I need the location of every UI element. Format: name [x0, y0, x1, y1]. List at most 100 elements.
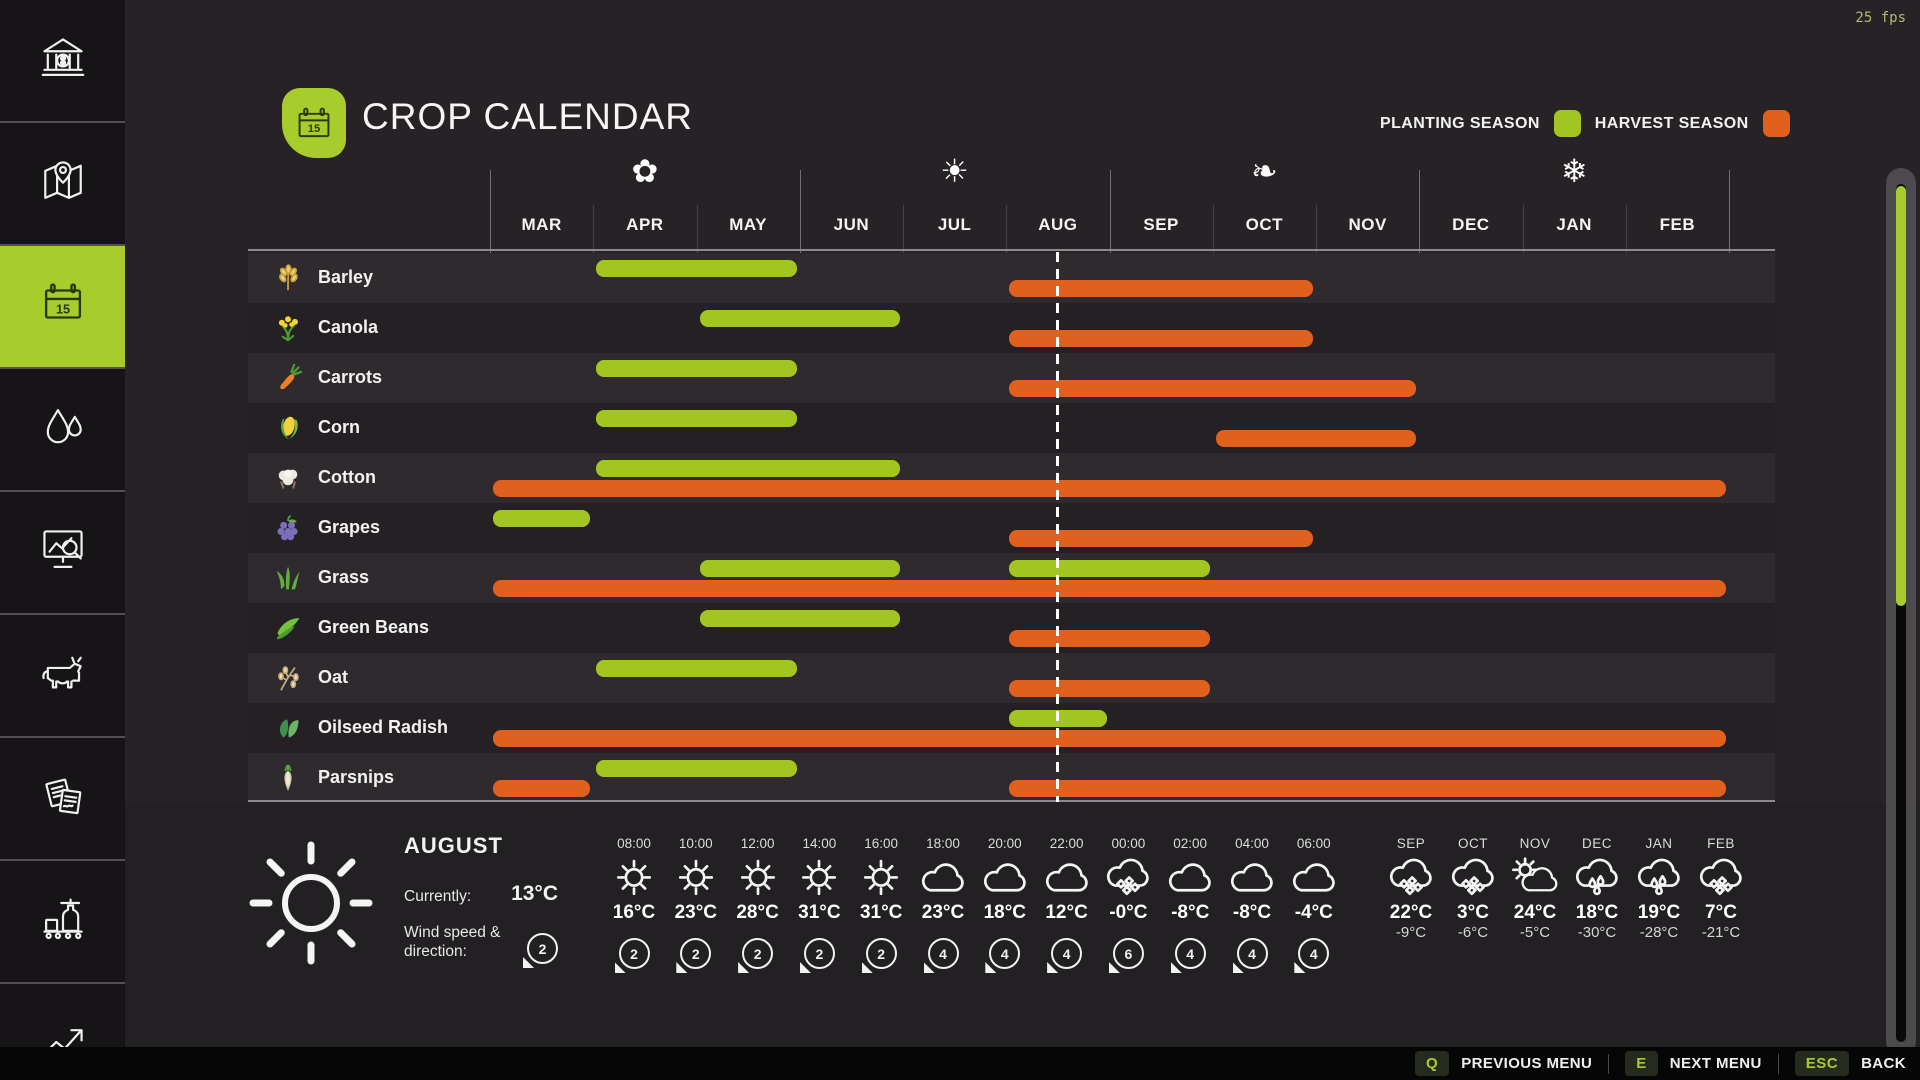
forecast-high-temp: 19°C — [1637, 902, 1681, 923]
autumn-icon: ❧ — [1250, 152, 1278, 190]
harvest-bar — [1009, 630, 1210, 647]
footer-bar: Q PREVIOUS MENU E NEXT MENU ESC BACK — [0, 1047, 1920, 1080]
cloud-icon — [1221, 854, 1283, 902]
month-label: JAN — [1556, 215, 1592, 234]
cloud-icon — [912, 854, 974, 902]
forecast-high-temp: 22°C — [1389, 902, 1433, 923]
rain-cloud-icon — [1566, 854, 1628, 902]
planting-bar — [699, 610, 900, 627]
forecast-low-temp: -5°C — [1519, 924, 1551, 941]
key-action-label: PREVIOUS MENU — [1461, 1055, 1593, 1072]
key-badge: ESC — [1794, 1051, 1850, 1076]
harvest-bar — [1009, 280, 1313, 297]
month-label: OCT — [1245, 215, 1284, 234]
planting-season-label: PLANTING SEASON — [1380, 114, 1540, 132]
forecast-time: 02:00 — [1173, 836, 1208, 851]
footer-divider — [1777, 1053, 1779, 1074]
oilseed-radish-icon — [274, 714, 302, 742]
weather-panel — [125, 802, 1920, 1047]
sidebar-item-production[interactable] — [0, 861, 125, 984]
crop-name: Green Beans — [318, 617, 430, 637]
forecast-time: 12:00 — [740, 836, 775, 851]
currently-label: Currently: — [404, 888, 472, 905]
forecast-high-temp: 18°C — [1575, 902, 1619, 923]
precipitation-icon — [36, 400, 90, 459]
forecast-temp: 23°C — [921, 902, 965, 923]
scrollbar-track[interactable] — [1896, 184, 1906, 1042]
wind-direction-icon: 2 — [799, 938, 835, 973]
cloud-icon — [1036, 854, 1098, 902]
crop-name: Barley — [318, 267, 374, 287]
sidebar-item-contracts[interactable] — [0, 738, 125, 861]
forecast-low-temp: -21°C — [1701, 924, 1741, 941]
harvest-bar — [493, 780, 591, 797]
sun-icon — [727, 854, 789, 902]
snow-cloud-icon — [1097, 854, 1159, 902]
crop-calendar-app-icon: 15 — [282, 88, 346, 158]
monthly-forecast: FEB 7°C -21°C — [1690, 836, 1752, 941]
monthly-forecast: SEP 22°C -9°C — [1380, 836, 1442, 941]
current-weather-sun-icon — [246, 838, 376, 968]
footer-divider — [1608, 1053, 1610, 1074]
current-wind-direction-icon: 2 — [523, 933, 558, 968]
monthly-forecast: OCT 3°C -6°C — [1442, 836, 1504, 941]
corn-icon — [274, 414, 302, 442]
forecast-low-temp: -6°C — [1457, 924, 1489, 941]
cotton-icon — [274, 464, 302, 492]
shortcut-previous-menu[interactable]: Q PREVIOUS MENU — [1415, 1051, 1592, 1076]
map-icon — [36, 154, 90, 213]
shortcut-next-menu[interactable]: E NEXT MENU — [1625, 1051, 1761, 1076]
forecast-month: NOV — [1519, 836, 1551, 851]
forecast-time: 10:00 — [678, 836, 713, 851]
hourly-forecast: 10:00 23°C 2 — [665, 836, 727, 973]
forecast-time: 00:00 — [1111, 836, 1146, 851]
sidebar-item-map[interactable] — [0, 123, 125, 246]
page-title: CROP CALENDAR — [362, 96, 694, 137]
sun-icon — [603, 854, 665, 902]
forecast-high-temp: 7°C — [1705, 902, 1737, 923]
planting-bar — [596, 360, 797, 377]
sidebar-item-animals[interactable] — [0, 615, 125, 738]
green-beans-icon — [274, 614, 302, 642]
forecast-time: 06:00 — [1296, 836, 1331, 851]
harvest-bar — [1009, 330, 1313, 347]
crop-name: Oilseed Radish — [318, 717, 449, 737]
month-label: NOV — [1348, 215, 1387, 234]
canola-icon — [274, 314, 302, 342]
planting-bar — [1009, 560, 1210, 577]
hourly-forecast: 14:00 31°C 2 — [788, 836, 850, 973]
forecast-temp: -4°C — [1294, 902, 1333, 923]
sidebar-item-bank[interactable] — [0, 0, 125, 123]
month-label: JUN — [833, 215, 870, 234]
planting-bar — [493, 510, 591, 527]
month-label: MAR — [521, 215, 562, 234]
forecast-temp: 28°C — [736, 902, 779, 923]
wind-direction-icon: 4 — [1294, 938, 1330, 973]
wind-direction-icon: 4 — [1232, 938, 1268, 973]
axis-line — [248, 800, 1775, 802]
wind-direction-icon: 2 — [861, 938, 897, 973]
sidebar-item-precipitation[interactable] — [0, 369, 125, 492]
month-label: JUL — [937, 215, 972, 234]
forecast-low-temp: -30°C — [1577, 924, 1617, 941]
sidebar-item-calendar[interactable]: 15 — [0, 246, 125, 369]
wind-label-line2: direction: — [404, 943, 467, 960]
month-label: MAY — [729, 215, 767, 234]
sidebar-item-prices[interactable] — [0, 492, 125, 615]
harvest-bar — [1009, 680, 1210, 697]
forecast-temp: -0°C — [1109, 902, 1148, 923]
key-action-label: NEXT MENU — [1669, 1055, 1762, 1072]
sun-cloud-icon — [1504, 854, 1566, 902]
monthly-forecast: DEC 18°C -30°C — [1566, 836, 1628, 941]
wind-direction-icon: 2 — [676, 938, 712, 973]
forecast-month: DEC — [1581, 836, 1612, 851]
forecast-low-temp: -9°C — [1395, 924, 1427, 941]
weather-month-title: AUGUST — [404, 833, 503, 858]
forecast-temp: -8°C — [1171, 902, 1210, 923]
shortcut-back[interactable]: ESC BACK — [1794, 1051, 1906, 1076]
hourly-forecast: 04:00 -8°C 4 — [1221, 836, 1283, 973]
crop-name: Oat — [318, 667, 349, 687]
scrollbar-thumb[interactable] — [1896, 186, 1906, 606]
oat-icon — [274, 664, 302, 692]
wind-direction-icon: 4 — [923, 938, 959, 973]
